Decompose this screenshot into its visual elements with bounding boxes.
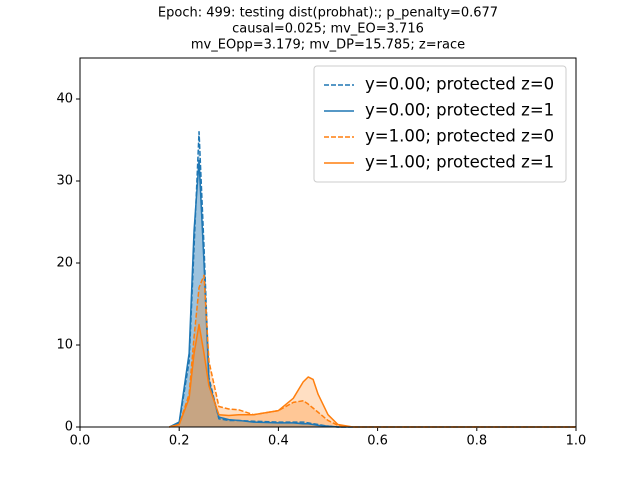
title-line: mv_EOpp=3.179; mv_DP=15.785; z=race: [191, 38, 465, 53]
x-tick-label: 0.4: [268, 434, 289, 449]
legend-label: y=0.00; protected z=1: [365, 101, 554, 120]
area-fill: [169, 131, 576, 428]
y-tick-label: 0: [65, 420, 73, 435]
area-fill: [169, 324, 576, 427]
kde-line: [169, 323, 576, 428]
x-tick-label: 0.6: [367, 434, 388, 449]
plot-frame: [79, 57, 577, 428]
title-line: Epoch: 499: testing dist(probhat):; p_pe…: [158, 6, 498, 21]
legend-label: y=1.00; protected z=0: [365, 127, 554, 146]
legend-box: [313, 65, 567, 183]
x-tick-label: 1.0: [566, 434, 587, 449]
legend-label: y=1.00; protected z=1: [365, 153, 554, 172]
area-fill: [169, 275, 576, 427]
y-tick-label: 30: [56, 174, 73, 189]
y-tick-label: 10: [56, 338, 73, 353]
x-tick-label: 0.2: [169, 434, 190, 449]
x-tick-label: 0.8: [466, 434, 487, 449]
x-tick-label: 0.0: [70, 434, 91, 449]
y-tick-label: 20: [56, 256, 73, 271]
legend-label: y=0.00; protected z=0: [365, 75, 554, 94]
title-line: causal=0.025; mv_EO=3.716: [232, 22, 424, 37]
y-tick-label: 40: [56, 92, 73, 107]
area-fill: [169, 160, 576, 427]
